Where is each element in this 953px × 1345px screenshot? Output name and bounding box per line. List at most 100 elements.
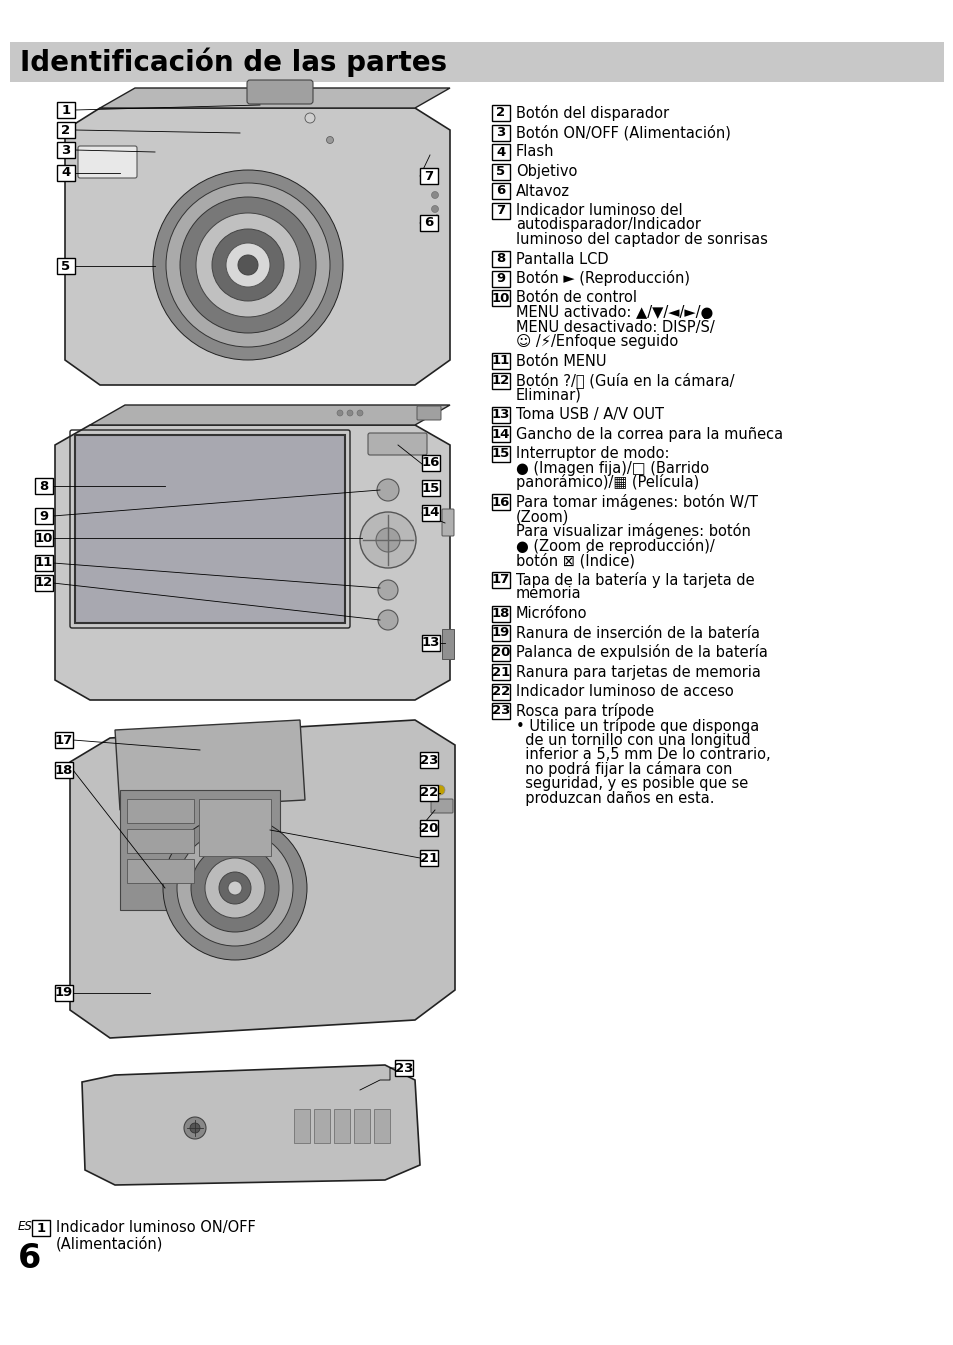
Bar: [492, 373, 510, 389]
Circle shape: [166, 183, 330, 347]
Text: Interruptor de modo:: Interruptor de modo:: [516, 447, 669, 461]
Bar: [57, 165, 75, 182]
Text: 7: 7: [496, 204, 505, 217]
Text: Ranura para tarjetas de memoria: Ranura para tarjetas de memoria: [516, 664, 760, 679]
Polygon shape: [70, 720, 455, 1038]
Text: 16: 16: [421, 456, 439, 469]
Text: Toma USB / A/V OUT: Toma USB / A/V OUT: [516, 408, 663, 422]
Circle shape: [336, 410, 343, 416]
Text: 6: 6: [424, 217, 434, 230]
Polygon shape: [115, 720, 305, 810]
Text: (Zoom): (Zoom): [516, 508, 569, 525]
Text: 19: 19: [55, 986, 73, 999]
Text: 23: 23: [395, 1061, 413, 1075]
Text: 11: 11: [35, 557, 53, 569]
Circle shape: [237, 256, 257, 274]
Bar: [55, 763, 73, 777]
Text: 18: 18: [492, 607, 510, 620]
Text: 5: 5: [61, 260, 71, 273]
Text: de un tornillo con una longitud: de un tornillo con una longitud: [516, 733, 750, 748]
Bar: [421, 504, 439, 521]
Text: Botón de control: Botón de control: [516, 291, 637, 305]
Text: 9: 9: [39, 510, 49, 522]
Text: 12: 12: [492, 374, 510, 387]
Text: 6: 6: [18, 1241, 41, 1275]
Circle shape: [152, 169, 343, 360]
Text: 23: 23: [419, 753, 437, 767]
Text: Indicador luminoso ON/OFF: Indicador luminoso ON/OFF: [56, 1220, 255, 1235]
Text: Para tomar imágenes: botón W/T: Para tomar imágenes: botón W/T: [516, 494, 758, 510]
Circle shape: [326, 136, 334, 144]
Circle shape: [226, 243, 270, 286]
FancyBboxPatch shape: [78, 147, 137, 178]
Text: inferior a 5,5 mm De lo contrario,: inferior a 5,5 mm De lo contrario,: [516, 746, 770, 763]
FancyBboxPatch shape: [416, 406, 440, 420]
Text: 14: 14: [421, 507, 439, 519]
Text: Botón MENU: Botón MENU: [516, 354, 606, 369]
Bar: [55, 732, 73, 748]
Bar: [419, 168, 437, 184]
FancyBboxPatch shape: [354, 1110, 370, 1143]
Bar: [492, 164, 510, 179]
Text: 15: 15: [492, 447, 510, 460]
Bar: [35, 530, 53, 546]
Text: Altavoz: Altavoz: [516, 183, 569, 199]
Circle shape: [377, 611, 397, 629]
Bar: [492, 406, 510, 422]
Text: ☺ /⚡/Enfoque seguido: ☺ /⚡/Enfoque seguido: [516, 334, 678, 348]
Bar: [32, 1220, 50, 1236]
Bar: [492, 494, 510, 510]
Bar: [492, 703, 510, 720]
Bar: [492, 625, 510, 642]
Text: 20: 20: [419, 822, 437, 834]
Text: MENU activado: ▲/▼/◄/►/●: MENU activado: ▲/▼/◄/►/●: [516, 305, 713, 320]
Text: 14: 14: [492, 428, 510, 441]
Circle shape: [377, 580, 397, 600]
Text: 2: 2: [496, 106, 505, 120]
Circle shape: [356, 410, 363, 416]
FancyBboxPatch shape: [368, 433, 427, 455]
FancyBboxPatch shape: [374, 1110, 390, 1143]
Text: 3: 3: [61, 144, 71, 156]
Circle shape: [177, 830, 293, 946]
Text: Indicador luminoso de acceso: Indicador luminoso de acceso: [516, 685, 733, 699]
Text: Eliminar): Eliminar): [516, 387, 581, 402]
Bar: [57, 102, 75, 118]
FancyBboxPatch shape: [127, 799, 193, 823]
Bar: [492, 683, 510, 699]
Circle shape: [195, 213, 299, 317]
FancyBboxPatch shape: [127, 829, 193, 853]
Polygon shape: [55, 425, 450, 699]
Bar: [492, 183, 510, 199]
Bar: [492, 125, 510, 140]
Bar: [35, 508, 53, 525]
Text: 9: 9: [496, 272, 505, 285]
Text: 18: 18: [54, 764, 73, 776]
Text: 6: 6: [496, 184, 505, 198]
Text: (Alimentación): (Alimentación): [56, 1236, 163, 1251]
Polygon shape: [65, 108, 450, 385]
Text: luminoso del captador de sonrisas: luminoso del captador de sonrisas: [516, 231, 767, 247]
Text: MENU desactivado: DISP/Š/: MENU desactivado: DISP/Š/: [516, 319, 714, 335]
Text: 5: 5: [496, 165, 505, 178]
FancyBboxPatch shape: [431, 799, 453, 812]
Bar: [395, 1060, 413, 1076]
FancyBboxPatch shape: [441, 508, 454, 537]
Text: Tapa de la batería y la tarjeta de: Tapa de la batería y la tarjeta de: [516, 572, 754, 588]
Text: produzcan daños en esta.: produzcan daños en esta.: [516, 791, 714, 806]
Bar: [492, 605, 510, 621]
Text: Indicador luminoso del: Indicador luminoso del: [516, 203, 682, 218]
Bar: [492, 291, 510, 307]
Text: 12: 12: [35, 577, 53, 589]
Text: 17: 17: [492, 573, 510, 586]
Text: 19: 19: [492, 627, 510, 639]
Bar: [492, 445, 510, 461]
FancyBboxPatch shape: [441, 629, 454, 659]
Circle shape: [205, 858, 265, 919]
Circle shape: [359, 512, 416, 568]
Text: 4: 4: [61, 167, 71, 179]
Text: 8: 8: [496, 253, 505, 265]
FancyBboxPatch shape: [294, 1110, 310, 1143]
Circle shape: [190, 1123, 200, 1132]
Circle shape: [431, 219, 438, 226]
